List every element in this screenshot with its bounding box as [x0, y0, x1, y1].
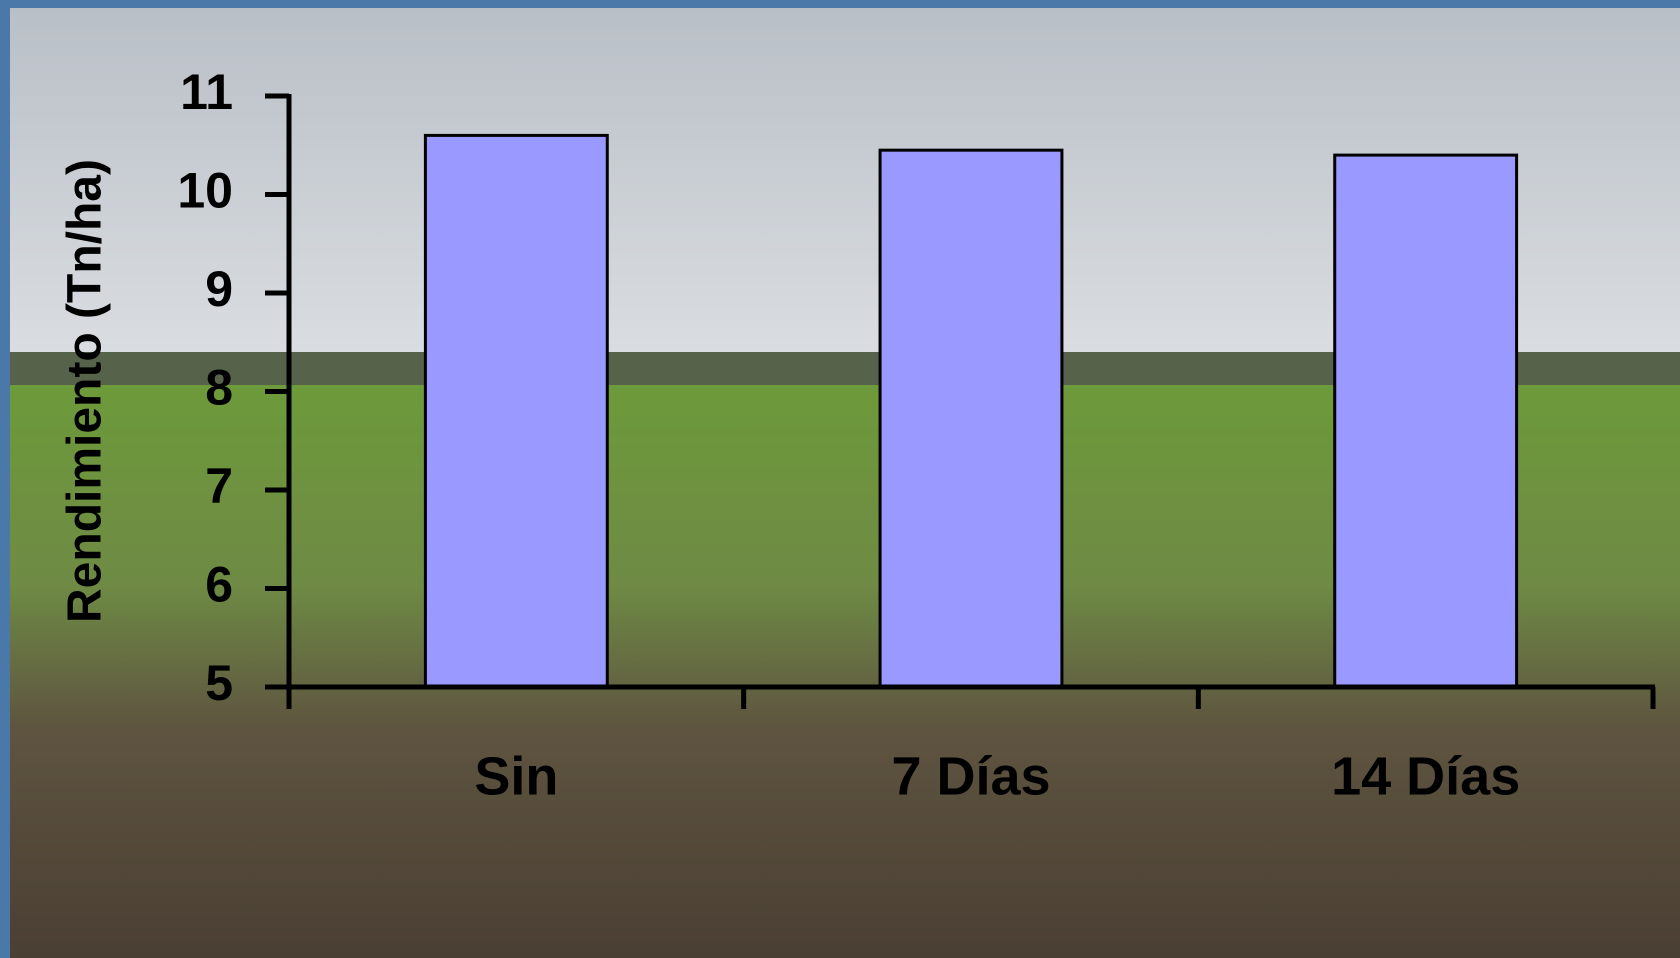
y-tick-label: 7: [205, 458, 233, 514]
bar: [423, 133, 609, 689]
y-tick-label: 5: [205, 655, 233, 711]
y-axis-title: Rendimiento (Tn/ha): [59, 159, 112, 623]
x-tick-label: 14 Días: [1331, 746, 1520, 806]
bar: [878, 148, 1064, 689]
y-tick-label: 6: [205, 557, 233, 613]
y-tick-label: 11: [180, 64, 233, 120]
y-tick-label: 10: [177, 163, 233, 219]
x-tick-label: Sin: [474, 746, 558, 806]
y-tick-label: 8: [205, 360, 233, 416]
bar: [1333, 153, 1519, 689]
x-tick-label: 7 Días: [891, 746, 1050, 806]
y-tick-label: 9: [205, 261, 233, 317]
plot: Sin 7 Días 14 Días 5 6 7 8 9 10 11: [177, 64, 1656, 806]
